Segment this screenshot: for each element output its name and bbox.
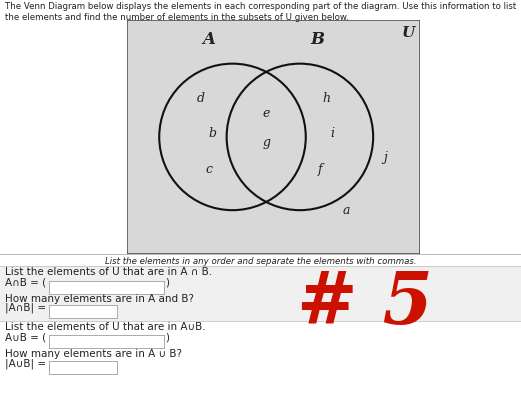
Text: h: h xyxy=(322,92,330,105)
Text: U: U xyxy=(402,26,415,39)
Text: How many elements are in A and B?: How many elements are in A and B? xyxy=(5,294,194,303)
Text: List the elements of U that are in A∪B.: List the elements of U that are in A∪B. xyxy=(5,322,206,332)
Text: b: b xyxy=(208,128,216,141)
Text: A: A xyxy=(203,32,216,48)
Text: e: e xyxy=(263,107,270,120)
Text: d: d xyxy=(196,92,204,105)
Text: i: i xyxy=(330,128,334,141)
Text: List the elements in any order and separate the elements with commas.: List the elements in any order and separ… xyxy=(105,257,416,266)
Text: The Venn Diagram below displays the elements in each corresponding part of the d: The Venn Diagram below displays the elem… xyxy=(5,2,516,11)
Text: |A∪B| =: |A∪B| = xyxy=(5,359,46,369)
Text: g: g xyxy=(262,136,270,149)
Text: ): ) xyxy=(166,332,170,342)
Text: A∩B = (: A∩B = ( xyxy=(5,278,46,288)
Text: f: f xyxy=(318,163,322,176)
Text: A∪B = (: A∪B = ( xyxy=(5,332,46,342)
Text: List the elements of U that are in A ∩ B.: List the elements of U that are in A ∩ B… xyxy=(5,267,213,277)
Text: c: c xyxy=(206,163,213,176)
Text: a: a xyxy=(343,204,351,217)
Text: # 5: # 5 xyxy=(297,268,432,339)
Text: the elements and find the number of elements in the subsets of U given below.: the elements and find the number of elem… xyxy=(5,13,349,22)
Text: How many elements are in A ∪ B?: How many elements are in A ∪ B? xyxy=(5,349,182,359)
Text: |A∩B| =: |A∩B| = xyxy=(5,303,46,313)
Text: B: B xyxy=(311,32,325,48)
Text: j: j xyxy=(383,151,387,164)
Text: ): ) xyxy=(166,278,170,288)
